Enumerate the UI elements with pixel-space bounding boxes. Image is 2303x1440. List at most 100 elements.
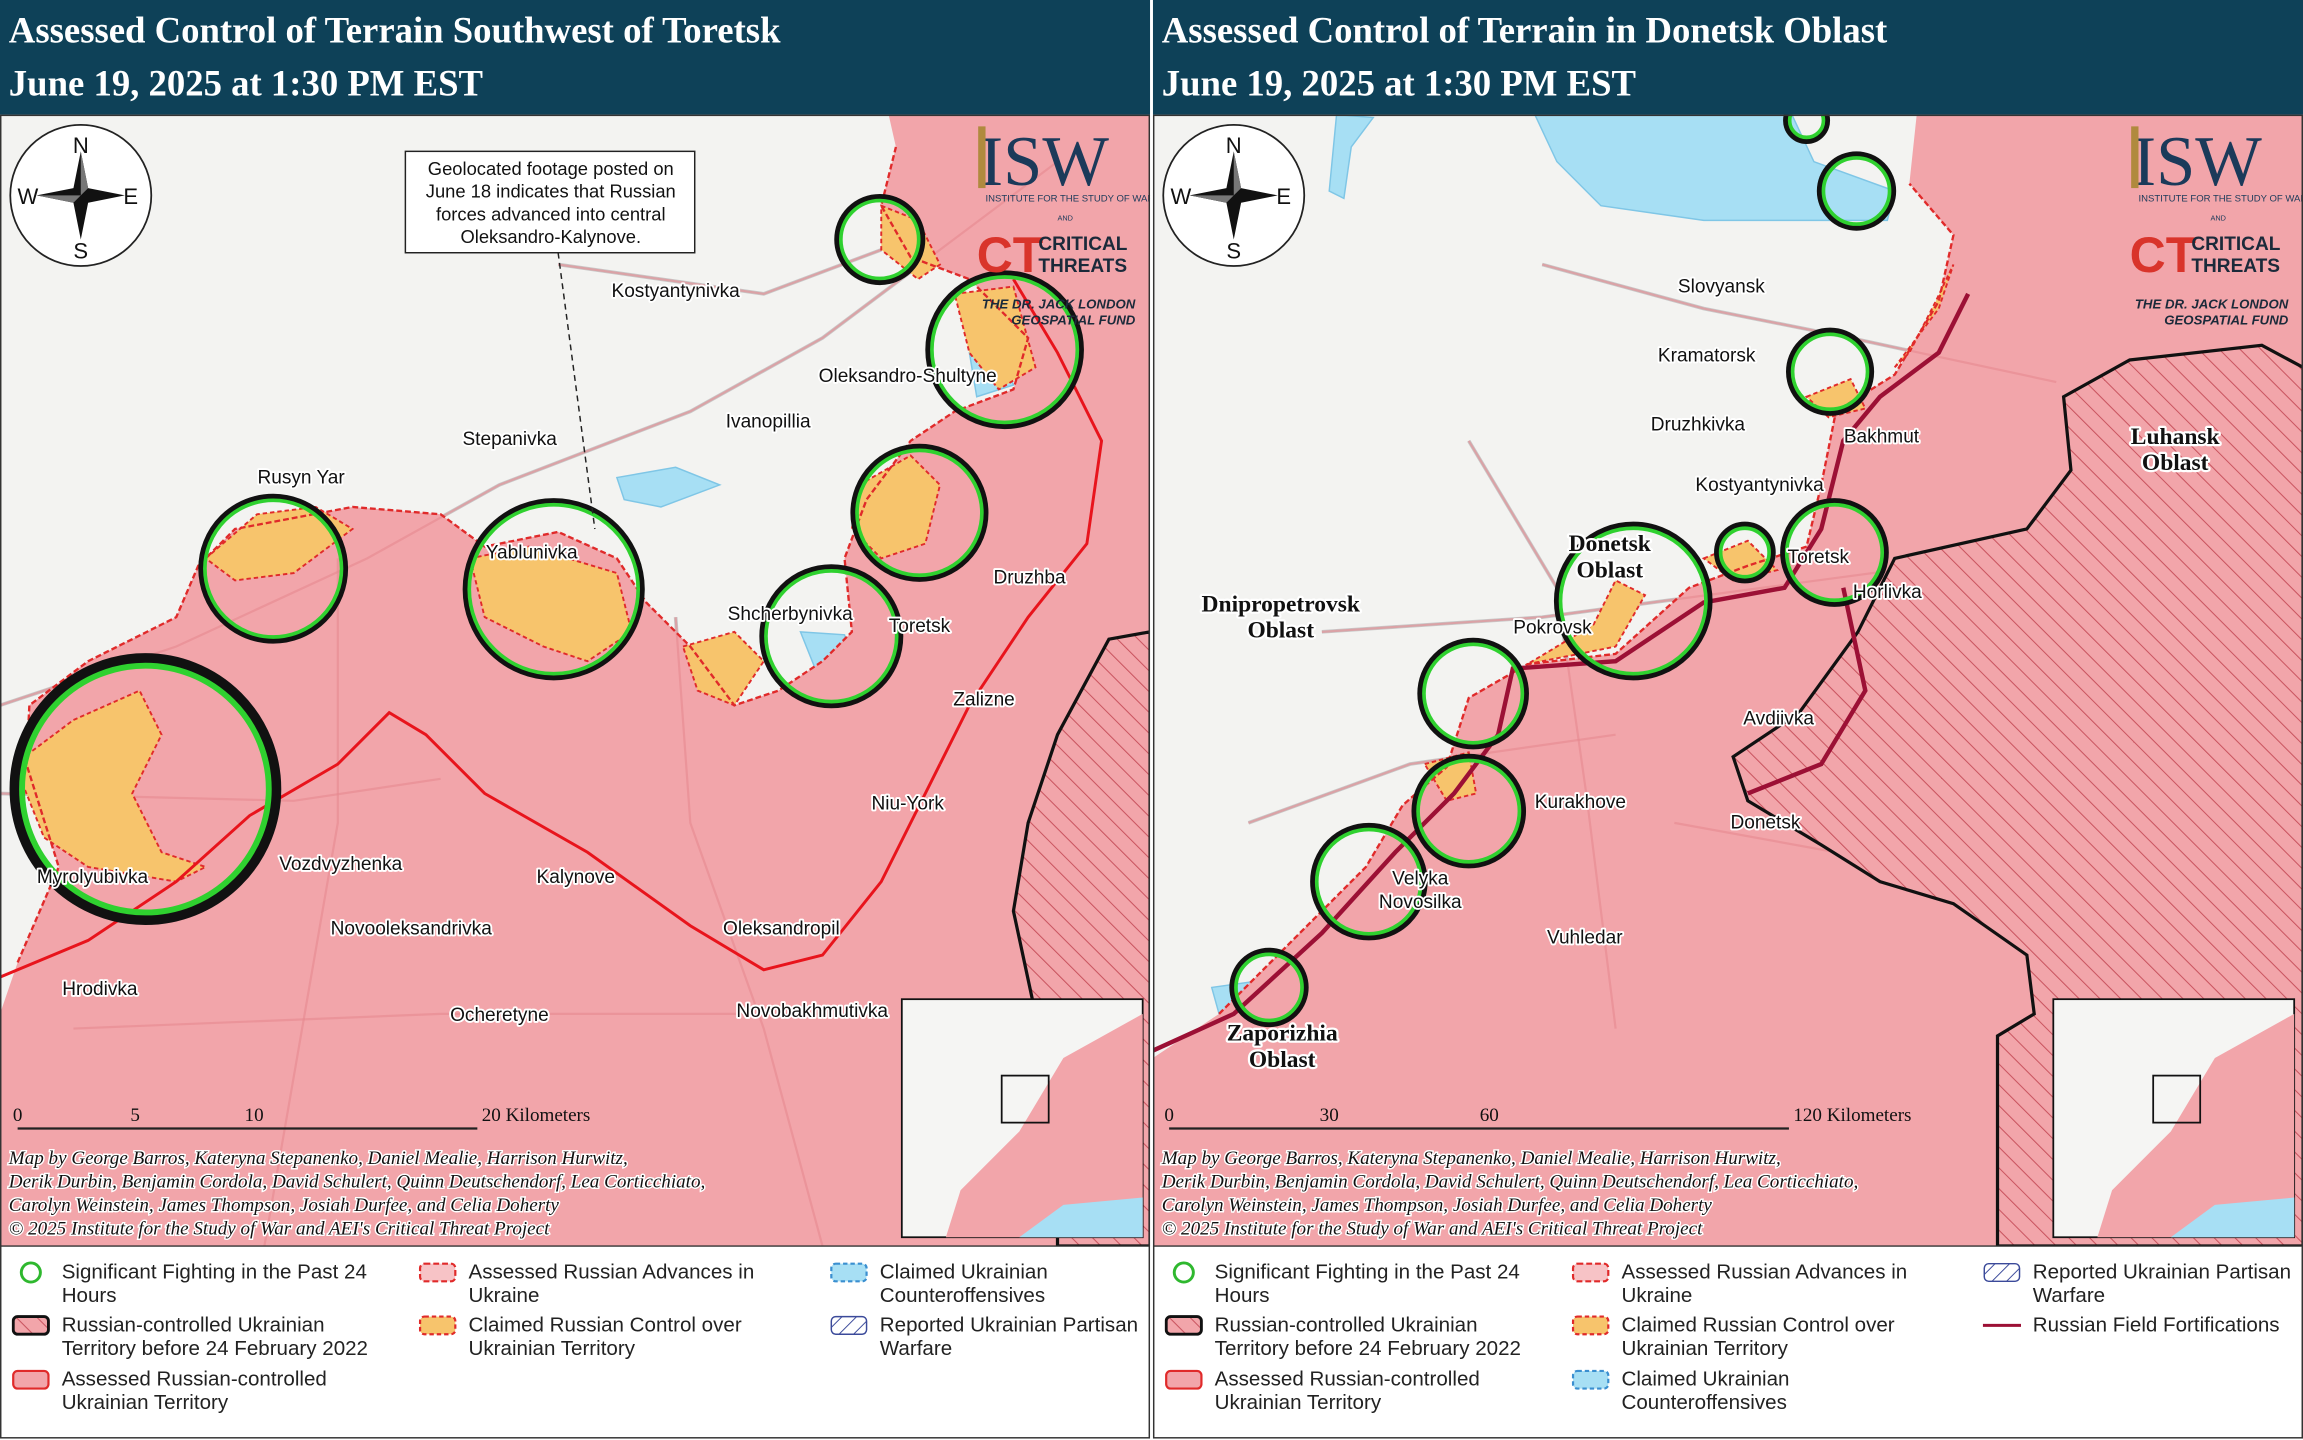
legend-box xyxy=(1164,1315,1203,1336)
region-label: Oblast xyxy=(2142,450,2209,476)
title-band xyxy=(1152,0,2303,115)
credit-line: Derik Durbin, Benjamin Cordola, David Sc… xyxy=(1161,1171,1858,1192)
isw-logo: ISW xyxy=(980,123,1110,201)
scale-label: 5 xyxy=(130,1105,140,1126)
compass-letter: W xyxy=(18,184,39,209)
fighting-circle-outline xyxy=(198,493,349,644)
scale-label: 20 Kilometers xyxy=(482,1105,591,1126)
callout-text: Oleksandro-Kalynove. xyxy=(460,226,641,247)
legend-symbol xyxy=(12,1369,50,1390)
road xyxy=(1467,440,1617,1029)
logo-and: AND xyxy=(2210,213,2225,222)
place-label: Oleksandro-Shultyne xyxy=(819,366,997,387)
legend-item: Significant Fighting in the Past 24 Hour… xyxy=(1165,1259,1550,1306)
inset-sea xyxy=(2170,1197,2295,1238)
isw-logo: ISW xyxy=(2133,123,2263,201)
region-label: Zaporizhia xyxy=(1227,1020,1338,1046)
credit-line: Map by George Barros, Kateryna Stepanenk… xyxy=(1161,1148,1781,1169)
map-date: June 19, 2025 at 1:30 PM EST xyxy=(9,63,483,104)
field-fortification xyxy=(938,278,1104,765)
place-label: Kurakhove xyxy=(1535,792,1626,813)
legend-box xyxy=(11,1315,50,1336)
panel: Kostyantynivka Oleksandro-Shultyne Ivanopi… xyxy=(0,0,1151,1439)
legend-symbol xyxy=(1982,1323,2021,1327)
place-label: Ivanopillia xyxy=(726,412,811,433)
legend-item: Claimed Russian Control over Ukrainian T… xyxy=(1571,1312,1957,1360)
legend-symbol xyxy=(1165,1369,1203,1390)
fighting-circle xyxy=(1416,758,1522,864)
fund-line: GEOSPATIAL FUND xyxy=(2164,313,2289,328)
fighting-circle-outline xyxy=(1714,521,1776,584)
claimed-russian-control xyxy=(204,505,355,582)
callout-text: Geolocated footage posted on xyxy=(428,158,674,179)
legend-item: Claimed Ukrainian Counteroffensives xyxy=(1571,1366,1957,1414)
legend-box xyxy=(830,1315,868,1335)
inset-frame xyxy=(2152,1074,2202,1124)
map-title: Assessed Control of Terrain in Donetsk O… xyxy=(1162,10,1888,51)
legend-text: Claimed Ukrainian Counteroffensives xyxy=(879,1259,1048,1307)
region-label: Donetsk xyxy=(1569,531,1652,557)
fighting-circle-outline xyxy=(1417,637,1529,750)
field-fortification xyxy=(1152,292,1971,1053)
region-label: Oblast xyxy=(1249,1047,1316,1073)
legend-symbol xyxy=(830,1315,868,1335)
place-label: Niu-York xyxy=(871,794,944,815)
legend-item: Russian Field Fortifications xyxy=(1982,1312,2303,1337)
inset-sea xyxy=(1019,1197,1143,1238)
fighting-circle-outline xyxy=(834,193,926,286)
fund-line: THE DR. JACK LONDON xyxy=(982,297,1136,312)
legend-text: Claimed Russian Control over Ukrainian T… xyxy=(1621,1312,1895,1360)
compass-letter: W xyxy=(1170,184,1191,209)
legend-box xyxy=(1571,1369,1610,1390)
place-label: Stepanivka xyxy=(462,429,557,450)
legend-item: Assessed Russian Advances in Ukraine xyxy=(418,1259,804,1306)
legend-text: Russian Field Fortifications xyxy=(2032,1312,2280,1336)
place-label: Oleksandropil xyxy=(723,919,840,940)
fighting-circle xyxy=(855,448,984,578)
field-fortification xyxy=(0,710,942,979)
credit-line: Carolyn Weinstein, James Thompson, Josia… xyxy=(9,1195,560,1216)
inset-russian-area xyxy=(2097,1013,2295,1238)
road xyxy=(73,1012,823,1030)
isw-logo-sub: INSTITUTE FOR THE STUDY OF WAR xyxy=(2139,193,2303,204)
place-label: Yablunivka xyxy=(486,542,578,563)
legend-item: Russian-controlled Ukrainian Territory b… xyxy=(11,1312,397,1360)
place-label: Kramatorsk xyxy=(1658,345,1756,366)
legend-text: Assessed Russian-controlled Ukrainian Te… xyxy=(61,1366,327,1414)
field-fortification xyxy=(1746,587,1868,796)
credit-line: Carolyn Weinstein, James Thompson, Josia… xyxy=(1162,1195,1713,1216)
legend-symbol xyxy=(830,1262,868,1283)
legend-circle xyxy=(1172,1261,1195,1284)
region-label: Oblast xyxy=(1576,557,1643,583)
map-area: Kostyantynivka Oleksandro-Shultyne Ivanopi… xyxy=(0,114,1151,1247)
claimed-russian-control xyxy=(681,630,765,707)
legend-item: Assessed Russian-controlled Ukrainian Te… xyxy=(12,1367,397,1414)
scale-label: 120 Kilometers xyxy=(1793,1105,1911,1126)
legend-text: Reported Ukrainian Partisan Warfare xyxy=(879,1312,1139,1360)
water-body xyxy=(615,466,722,508)
legend-text: Claimed Ukrainian Counteroffensives xyxy=(1621,1366,1790,1414)
compass-letter: N xyxy=(73,133,89,158)
russian-advance-line xyxy=(16,146,1030,963)
legend-item: Claimed Ukrainian Counteroffensives xyxy=(830,1259,1215,1306)
fighting-circle xyxy=(1314,827,1423,936)
callout-box xyxy=(404,150,696,254)
legend-text: Russian-controlled Ukrainian Territory b… xyxy=(61,1312,369,1360)
fighting-circle-outline xyxy=(1553,521,1713,681)
credit-line: Map by George Barros, Kateryna Stepanenk… xyxy=(8,1148,628,1169)
legend-item: Assessed Russian-controlled Ukrainian Te… xyxy=(1165,1367,1550,1414)
callout-text: June 18 indicates that Russian xyxy=(426,181,676,202)
fighting-circle xyxy=(203,498,344,639)
place-label: Novobakhmutivka xyxy=(736,1001,888,1022)
place-label: Novosilka xyxy=(1379,892,1462,913)
claimed-russian-control xyxy=(1527,579,1647,666)
fighting-circle-outline xyxy=(925,270,1084,430)
legend-item: Assessed Russian Advances in Ukraine xyxy=(1571,1259,1957,1306)
compass-letter: E xyxy=(123,184,138,209)
place-label: Rusyn Yar xyxy=(257,467,345,488)
fighting-circle-outline xyxy=(1816,151,1897,231)
place-label: Toretsk xyxy=(889,616,951,637)
isw-logo-bar xyxy=(978,126,986,189)
